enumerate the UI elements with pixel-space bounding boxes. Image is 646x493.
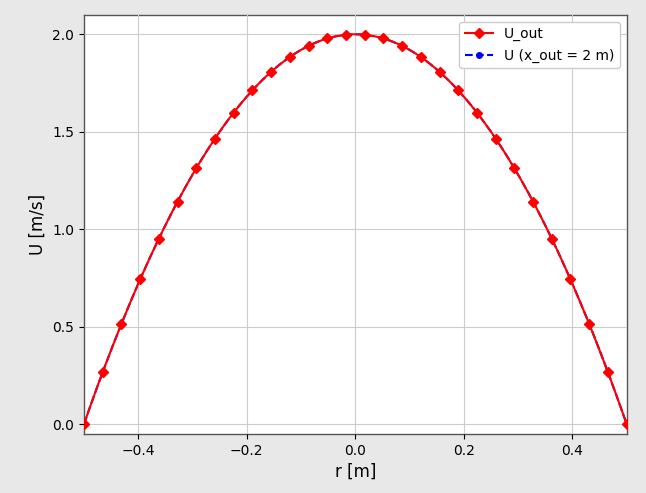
Legend: U_out, U (x_out = 2 m): U_out, U (x_out = 2 m) xyxy=(459,22,620,68)
X-axis label: r [m]: r [m] xyxy=(335,463,376,481)
Y-axis label: U [m/s]: U [m/s] xyxy=(28,194,47,255)
